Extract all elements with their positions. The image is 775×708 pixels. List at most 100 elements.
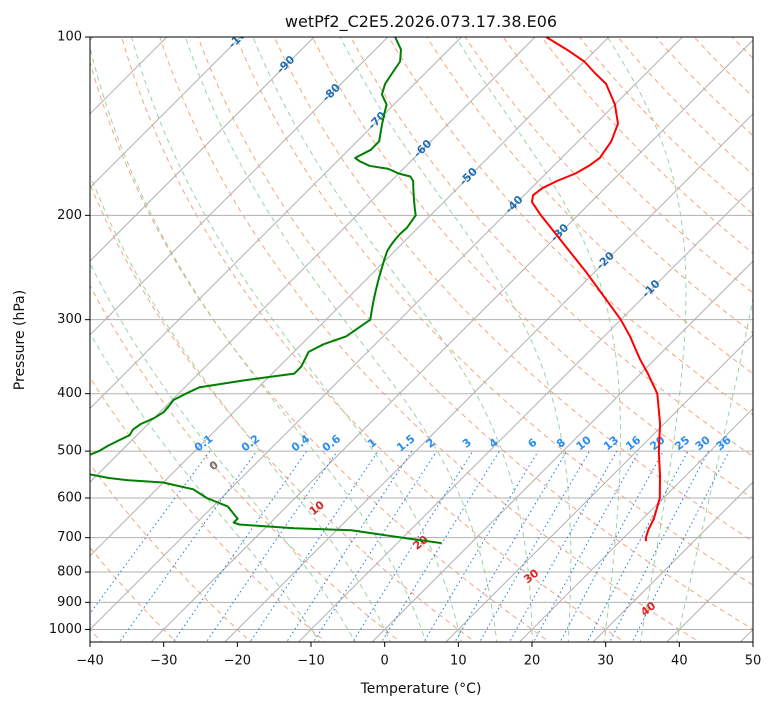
y-tick-label: 500 [57,444,82,459]
profiles [90,37,662,545]
dry-adiabat-line [197,37,753,631]
mixing-ratio-line [454,450,568,642]
mixing-ratio-label: 1 [365,436,379,451]
y-tick-label: 200 [57,208,82,223]
dry-adiabat-line [502,37,753,294]
isotherm-line [90,37,463,410]
isotherm-line [90,37,389,336]
y-axis-label: Pressure (hPa) [12,290,28,390]
dry-adiabat-line [159,37,701,642]
isotherm-line [518,407,753,642]
moist-adiabat-line [131,37,462,642]
mixing-ratio-line [423,450,539,642]
dry-adiabat-line [90,376,327,642]
mixing-ratio-label: 4 [487,436,501,451]
moist-adiabat-line [676,295,753,642]
x-tick-label: −30 [150,654,177,669]
dry-adiabat-line [311,37,753,500]
plot-frame [89,36,754,643]
mixing-ratio-line [286,450,413,642]
mixing-ratio-line [508,450,618,642]
y-tick-label: 400 [57,386,82,401]
x-tick-label: 50 [745,654,762,669]
y-tick-label: 700 [57,530,82,545]
chart-title: wetPf2_C2E5.2026.073.17.38.E06 [285,12,557,32]
isotherm-line [371,260,753,642]
mixing-ratio-line [205,450,338,642]
dry-adiabat-line [464,37,753,334]
mixing-ratio-label: 10 [574,433,594,453]
moist-adiabat-line [252,37,533,642]
dry-adiabat-line [350,37,753,457]
mixing-ratio-label: 36 [714,433,734,453]
mixing-ratio-line [609,450,709,642]
mixing-ratio-label: 13 [601,433,621,453]
mixing-ratio-label: 16 [623,433,643,453]
x-tick-label: 20 [524,654,541,669]
y-tick-label: 800 [57,565,82,580]
dry-adiabat-line [90,463,252,642]
isotherm-line [224,113,753,642]
y-tick-label: 100 [57,30,82,45]
dry-adiabat-line [770,37,775,644]
dry-adiabat-line [541,37,753,254]
dry-adiabat-line [90,182,476,642]
mixing-ratio-line [352,450,474,642]
moist-adiabat-line [455,37,621,642]
y-tick-label: 300 [57,312,82,327]
isotherm-line [90,37,536,483]
x-tick-label: 40 [671,654,688,669]
mixing-ratio-label: 2 [424,436,438,451]
x-tick-label: 30 [597,654,614,669]
isotherm-line [90,37,242,189]
y-tick-label: 900 [57,595,82,610]
mixing-ratio-label: 3 [460,436,474,451]
moist-adiabat-line [90,332,321,642]
mixing-ratio-label: 25 [672,433,692,453]
dry-adiabat-line [273,37,753,543]
y-tick-label: 1000 [49,622,82,637]
temperature-profile-line [531,37,662,542]
dry-adiabat-line [235,37,753,586]
x-tick-label: 0 [381,654,389,669]
mixing-ratio-line [90,450,211,615]
isotherm-line [445,334,753,642]
isotherm-line [90,37,684,631]
isotherm-line [150,39,753,642]
isotherm-line [666,555,753,642]
dry-adiabat-line [426,37,753,375]
pressure-gridlines [90,37,753,630]
mixing-ratio-line [249,450,379,642]
dry-adiabat-label: 30 [521,566,541,586]
isotherms [90,37,753,642]
isotherm-line [592,481,753,642]
x-tick-label: −10 [297,654,324,669]
isotherm-line [297,186,753,642]
plot-area: -100-90-80-70-60-50-40-30-20-100.1 0.2 0.4… [90,37,775,644]
dewpoint-profile-line [90,37,442,545]
moist-adiabat-line [339,37,572,642]
axes: −40 −30 −20 −10 0 10 20 30 40 50 100 200 300 400 500 60… [49,30,761,669]
dry-adiabat-line [90,60,551,642]
x-tick-label: 10 [450,654,467,669]
moist-adiabat-line [90,261,356,642]
isotherm-line [739,628,753,642]
mixing-ratio-line [312,450,438,642]
y-tick-label: 600 [57,491,82,506]
isotherm-line [90,37,610,557]
mixing-ratio-lines [90,450,730,642]
mixing-ratio-line [381,450,500,642]
mixing-ratio-label: 30 [693,433,713,453]
mixing-ratio-label: 6 [525,436,539,451]
x-tick-label: −20 [224,654,251,669]
isotherm-line [90,37,315,262]
mixing-ratio-line [479,450,591,642]
moist-adiabat-line [607,37,687,642]
x-tick-label: −40 [76,654,103,669]
mixing-ratio-line [632,450,730,642]
dry-adiabat-line [693,37,753,98]
moist-adiabat-line [184,37,498,642]
x-axis-label: Temperature (°C) [360,681,482,697]
moist-adiabat-line [90,173,392,642]
